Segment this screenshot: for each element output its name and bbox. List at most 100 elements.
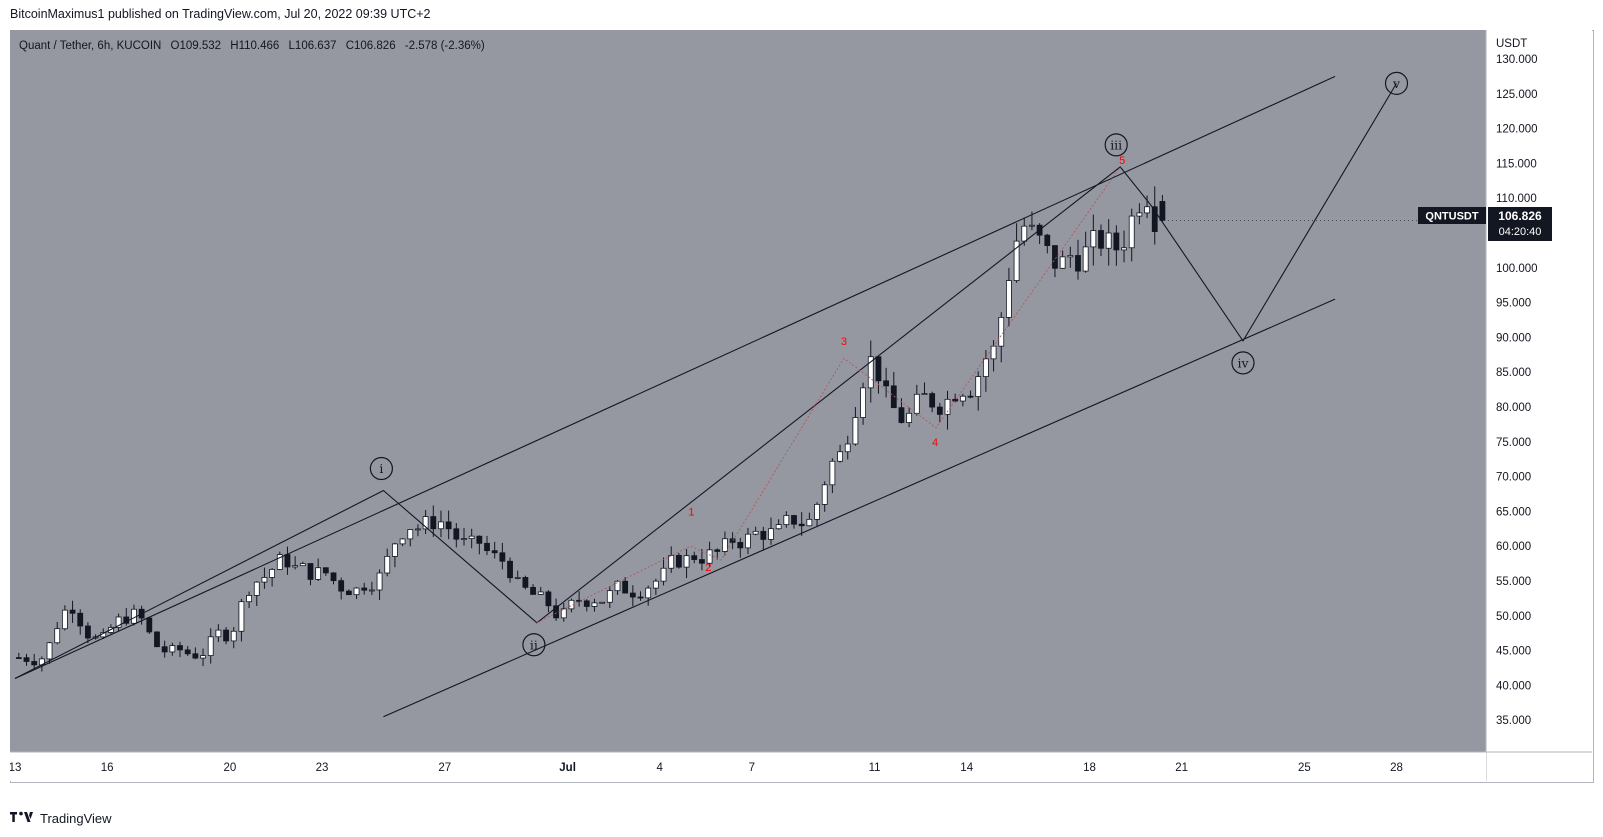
candle-bull	[1006, 280, 1012, 318]
candle-bear	[737, 542, 744, 549]
publisher-text: BitcoinMaximus1 published on TradingView…	[10, 7, 431, 21]
plot-area[interactable]	[10, 30, 1486, 752]
price-tick-label: 90.000	[1496, 332, 1531, 344]
candle-bull	[1059, 256, 1066, 269]
candle-bull	[959, 395, 966, 402]
candle-bear	[453, 528, 460, 540]
candle-bull	[1013, 240, 1020, 281]
candle-bull	[384, 556, 391, 574]
candle-bull	[422, 516, 429, 530]
candle-bear	[629, 592, 636, 598]
candle-bear	[345, 590, 352, 596]
wave-i-label: i	[379, 461, 383, 476]
candle-bull	[706, 549, 713, 564]
candle-bull	[1021, 225, 1028, 242]
minor-wave-3-label: 3	[841, 336, 847, 348]
legend-change: -2.578 (-2.36%)	[405, 40, 485, 52]
wave-v-label: v	[1392, 76, 1401, 91]
wave-i-circle	[369, 456, 393, 481]
candle-bear	[23, 657, 30, 662]
candle-bull	[913, 393, 920, 414]
time-tick-label: 4	[656, 762, 663, 774]
price-tick-label: 70.000	[1496, 472, 1531, 484]
candle-bull	[299, 563, 306, 567]
legend-o-value: 109.532	[180, 40, 222, 52]
wave-ii-circle	[522, 633, 546, 657]
candle-bear	[760, 530, 767, 540]
candle-bull	[806, 518, 813, 527]
candle-bull	[768, 528, 774, 540]
candle-bull	[668, 554, 675, 569]
candle-bull	[368, 589, 375, 592]
candle-bull	[1090, 230, 1097, 248]
time-tick-label: 28	[1390, 762, 1403, 774]
legend-c-label: C	[346, 40, 354, 52]
price-tick-label: 120.000	[1496, 124, 1538, 136]
time-axis-panel[interactable]	[10, 752, 1486, 781]
candle-bear	[791, 515, 797, 525]
candle-bull	[814, 503, 820, 520]
candle-bull	[1144, 206, 1150, 214]
candle-bear	[361, 587, 368, 591]
candle-bear	[499, 552, 506, 562]
candle-bull	[867, 356, 874, 389]
price-tick-label: 115.000	[1496, 158, 1537, 170]
channel-upper-line[interactable]	[14, 75, 1336, 679]
legend-l-label: L	[289, 40, 296, 52]
candle-bull	[292, 565, 299, 568]
candle-bear	[699, 559, 705, 564]
price-tick-label: 65.000	[1496, 506, 1531, 518]
candle-bull	[207, 636, 214, 656]
candle-bear	[675, 554, 682, 568]
candle-bull	[46, 642, 53, 660]
candle-bear	[1052, 245, 1058, 269]
candle-bear	[476, 535, 483, 544]
candle-bear	[929, 393, 936, 408]
time-tick-label: 21	[1175, 762, 1188, 774]
time-tick-label: 7	[749, 762, 755, 774]
time-tick-label: 11	[869, 762, 881, 774]
candle-bull	[253, 581, 260, 596]
candle-bull	[821, 484, 828, 505]
minor-wave-5-label: 5	[1119, 155, 1125, 167]
candle-bull	[276, 554, 283, 570]
candle-bear	[967, 395, 974, 398]
candle-bear	[307, 563, 314, 580]
candle-bear	[883, 380, 890, 387]
candle-bear	[1098, 230, 1104, 249]
candle-bull	[614, 580, 621, 592]
candle-bull	[852, 417, 859, 445]
price-tag-value: 106.826	[1498, 209, 1542, 223]
candle-bull	[269, 569, 276, 578]
candle-bull	[315, 567, 322, 580]
candle-bear	[31, 661, 38, 666]
wave-v-circle	[1384, 71, 1409, 95]
candle-bear	[330, 572, 337, 582]
candle-bull	[1136, 212, 1143, 217]
candle-bull	[537, 591, 544, 595]
candle-bear	[522, 577, 529, 588]
price-axis-currency: USDT	[1496, 38, 1527, 50]
price-axis-panel[interactable]	[1486, 30, 1592, 752]
candle-bear	[146, 617, 153, 633]
candle-bear	[898, 407, 905, 423]
candle-bull	[438, 521, 444, 530]
legend-h-label: H	[230, 40, 238, 52]
time-tick-label: 14	[960, 762, 973, 774]
candle-bear	[77, 612, 84, 627]
candle-bull	[722, 538, 728, 552]
publisher-header: BitcoinMaximus1 published on TradingView…	[10, 7, 431, 21]
legend-o-label: O	[171, 40, 180, 52]
candle-bull	[246, 595, 252, 603]
candle-bull	[752, 530, 759, 535]
candle-bear	[15, 657, 22, 659]
price-tag-bg	[1488, 207, 1552, 241]
time-tick-label: 25	[1298, 762, 1311, 774]
candle-bull	[775, 524, 782, 530]
wave-iv-circle	[1231, 351, 1255, 375]
candle-bear	[875, 356, 882, 382]
candle-bull	[1128, 215, 1135, 249]
symbol-tag-bg	[1418, 207, 1486, 224]
channel-lower-line[interactable]	[383, 298, 1336, 718]
